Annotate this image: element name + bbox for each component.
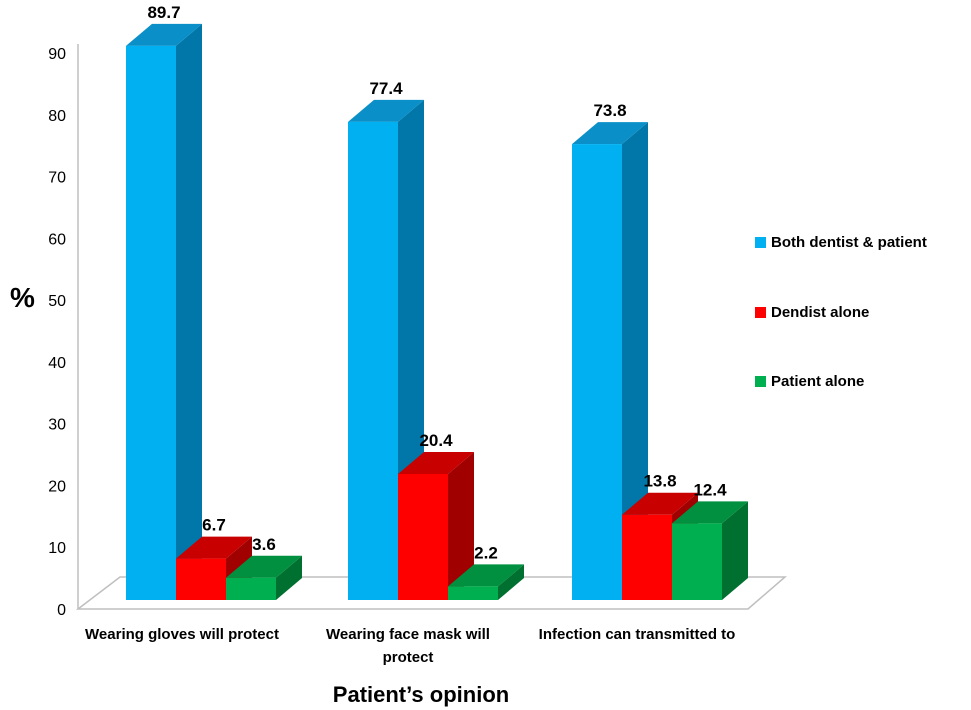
legend-label: Both dentist & patient (771, 234, 927, 251)
x-axis-title: Patient’s opinion (333, 682, 509, 707)
data-label: 20.4 (419, 431, 453, 450)
y-tick-label: 70 (48, 170, 66, 187)
bar (398, 451, 474, 600)
y-tick-label: 20 (48, 478, 66, 495)
y-axis-ticks: 0 10 20 30 40 50 60 70 80 90 (48, 46, 66, 619)
bar-top (672, 501, 748, 524)
bar-top (448, 564, 524, 587)
data-label: 2.2 (474, 543, 498, 562)
data-label: 12.4 (693, 480, 727, 499)
bar-top (398, 451, 474, 474)
legend-swatch (755, 376, 766, 387)
legend-label: Patient alone (771, 373, 864, 390)
bar (572, 122, 648, 600)
bar-side (176, 23, 202, 600)
bar-side (622, 122, 648, 600)
bar-side (722, 501, 748, 600)
bar (126, 23, 202, 600)
y-tick-label: 60 (48, 231, 66, 248)
bar-top (348, 99, 424, 122)
y-tick-label: 90 (48, 46, 66, 63)
bar-front (348, 121, 398, 600)
y-tick-label: 80 (48, 108, 66, 125)
bar-top (226, 555, 302, 578)
bar-top (176, 536, 252, 559)
bar-front (448, 586, 498, 600)
category-labels: Wearing gloves will protect Wearing face … (85, 626, 735, 666)
bar-front (398, 473, 448, 600)
legend-item: Both dentist & patient (755, 234, 927, 251)
bar-top (572, 122, 648, 145)
y-tick-label: 40 (48, 355, 66, 372)
y-axis-title: % (10, 282, 35, 313)
data-label: 3.6 (252, 535, 276, 554)
bar (448, 564, 524, 600)
bars (126, 23, 748, 600)
bar-top (126, 23, 202, 46)
legend-item: Patient alone (755, 373, 864, 390)
legend: Both dentist & patient Dendist alone Patie… (755, 234, 927, 390)
data-label: 89.7 (147, 3, 180, 22)
legend-label: Dendist alone (771, 304, 869, 321)
bar-side (448, 451, 474, 600)
category-label: Wearing gloves will protect (85, 626, 279, 643)
bar-front (572, 144, 622, 600)
bar-front (176, 558, 226, 600)
y-tick-label: 0 (57, 602, 66, 619)
bar (226, 555, 302, 600)
bar-front (622, 514, 672, 600)
bar-top (622, 492, 698, 515)
bar-side (498, 564, 524, 600)
y-tick-label: 50 (48, 293, 66, 310)
legend-swatch (755, 237, 766, 248)
bar (672, 501, 748, 600)
category-label: Wearing face mask will (326, 626, 490, 643)
data-label: 73.8 (593, 101, 626, 120)
bar-side (276, 555, 302, 600)
category-label: protect (383, 649, 434, 666)
legend-item: Dendist alone (755, 304, 869, 321)
data-label: 77.4 (369, 79, 403, 98)
bar-front (126, 45, 176, 600)
data-labels: 89.7 6.7 3.6 77.4 20.4 2.2 73.8 13.8 12.4 (147, 3, 727, 563)
y-tick-label: 10 (48, 540, 66, 557)
legend-swatch (755, 307, 766, 318)
bar-front (226, 577, 276, 600)
data-label: 6.7 (202, 516, 226, 535)
data-label: 13.8 (643, 472, 676, 491)
bar-front (672, 523, 722, 600)
y-tick-label: 30 (48, 417, 66, 434)
category-label: Infection can transmitted to (539, 626, 736, 643)
